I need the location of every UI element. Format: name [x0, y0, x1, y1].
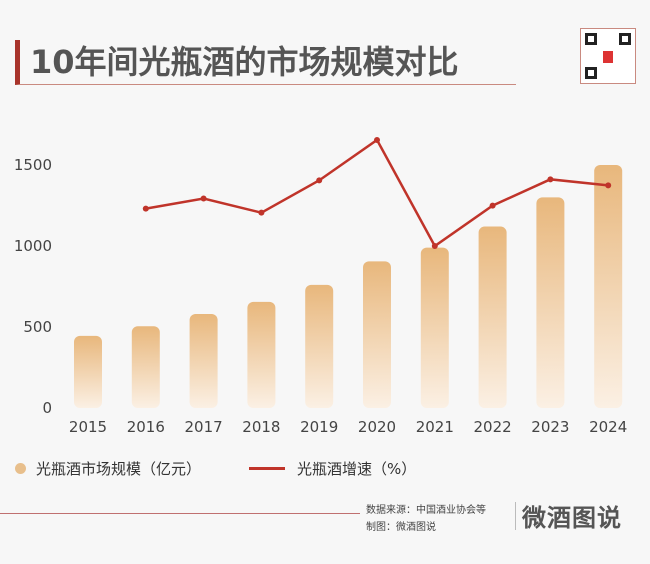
x-tick-label: 2019 [300, 418, 338, 436]
bar-2019 [305, 284, 334, 408]
bar-2018 [247, 301, 276, 408]
growth-point-2020 [374, 136, 380, 143]
x-tick-label: 2020 [358, 418, 396, 436]
bar-2017 [189, 314, 218, 408]
growth-point-2021 [431, 243, 438, 249]
growth-point-2022 [489, 202, 496, 209]
legend-line-swatch [249, 467, 286, 470]
source-text: 数据来源：中国酒业协会等 [366, 505, 486, 516]
x-tick-label: 2017 [185, 418, 223, 436]
legend-line-label: 光瓶酒增速（%） [297, 460, 417, 478]
bar-2016 [131, 326, 160, 408]
bar-2023 [536, 197, 565, 408]
growth-point-2019 [316, 177, 323, 184]
x-tick-label: 2022 [474, 418, 512, 436]
growth-point-2016 [142, 205, 149, 212]
legend-bar-swatch [15, 463, 26, 474]
growth-point-2023 [547, 176, 554, 183]
bar-2020 [363, 261, 391, 408]
logo: 微酒图说 [522, 504, 622, 532]
chart-title: 10年间光瓶酒的市场规模对比 [30, 43, 459, 81]
growth-point-2018 [258, 209, 265, 216]
x-tick-label: 2021 [416, 418, 454, 436]
chart: 0 500 1000 1500 2015 2016 2017 2018 2019 2020 2021… [14, 136, 627, 436]
source-note: 数据来源：中国酒业协会等 制图：微酒图说 [366, 502, 486, 536]
legend: 光瓶酒市场规模（亿元） 光瓶酒增速（%） [15, 458, 416, 479]
footer-divider [0, 513, 360, 514]
growth-point-2024 [605, 182, 612, 189]
made-by-text: 制图：微酒图说 [366, 522, 436, 533]
x-tick-label: 2023 [531, 418, 569, 436]
y-tick-label: 0 [42, 399, 52, 417]
y-tick-label: 500 [23, 318, 52, 336]
bar-2022 [478, 226, 507, 408]
y-tick-label: 1000 [14, 237, 52, 255]
x-tick-label: 2016 [127, 418, 165, 436]
bar-2021 [420, 247, 449, 408]
title-bar: 10年间光瓶酒的市场规模对比 [15, 40, 516, 85]
legend-bar-label: 光瓶酒市场规模（亿元） [36, 460, 202, 478]
x-tick-label: 2024 [589, 418, 627, 436]
footer-separator [515, 502, 516, 530]
y-tick-label: 1500 [14, 156, 52, 174]
x-tick-label: 2018 [242, 418, 280, 436]
bar-2024 [594, 165, 623, 408]
x-tick-label: 2015 [69, 418, 107, 436]
qr-code [580, 28, 636, 84]
growth-point-2017 [200, 195, 207, 202]
bar-2015 [74, 335, 102, 408]
